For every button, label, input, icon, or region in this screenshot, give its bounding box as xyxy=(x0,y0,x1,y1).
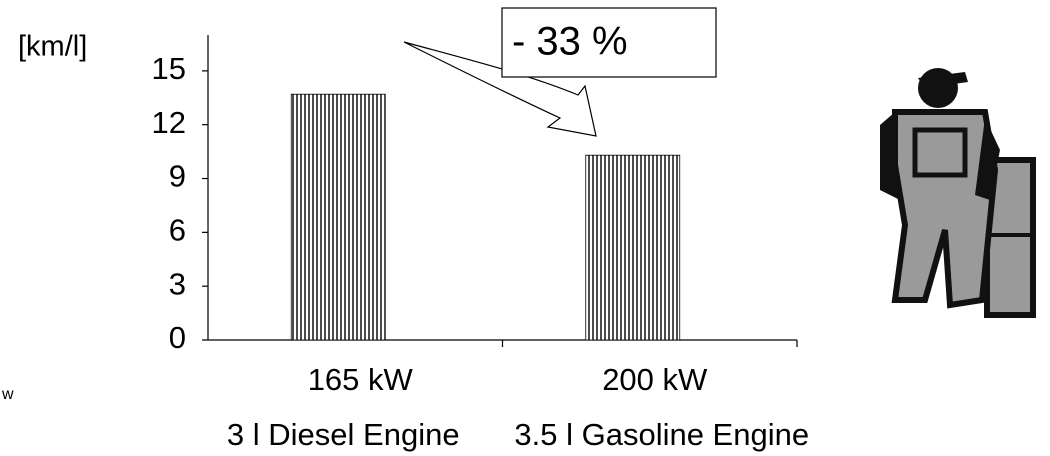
x-tick-label: 165 kW xyxy=(308,362,414,397)
y-tick-label: 12 xyxy=(152,105,186,140)
y-tick-label: 15 xyxy=(152,51,186,86)
y-tick-label: 6 xyxy=(169,213,186,248)
y-tick-label: 0 xyxy=(169,320,186,355)
x-sublabel: 3.5 l Gasoline Engine xyxy=(514,417,809,452)
fuel-attendant-icon xyxy=(853,60,1033,315)
y-tick-label: 9 xyxy=(169,159,186,194)
page: {"chart_data": {"type": "bar", "y_label"… xyxy=(0,0,1050,456)
x-sublabel: 3 l Diesel Engine xyxy=(227,417,460,452)
y-axis-label: [km/l] xyxy=(18,31,87,63)
text-fragment: w xyxy=(1,386,14,403)
bar xyxy=(586,155,680,340)
bar xyxy=(291,94,385,340)
x-tick-label: 200 kW xyxy=(602,362,708,397)
chart: [km/l] w - 33 % 0 3 6 9 12 15 165 kW 3 l Diesel… xyxy=(0,0,1050,456)
annotation: - 33 % xyxy=(512,20,628,64)
y-tick-label: 3 xyxy=(169,266,186,301)
